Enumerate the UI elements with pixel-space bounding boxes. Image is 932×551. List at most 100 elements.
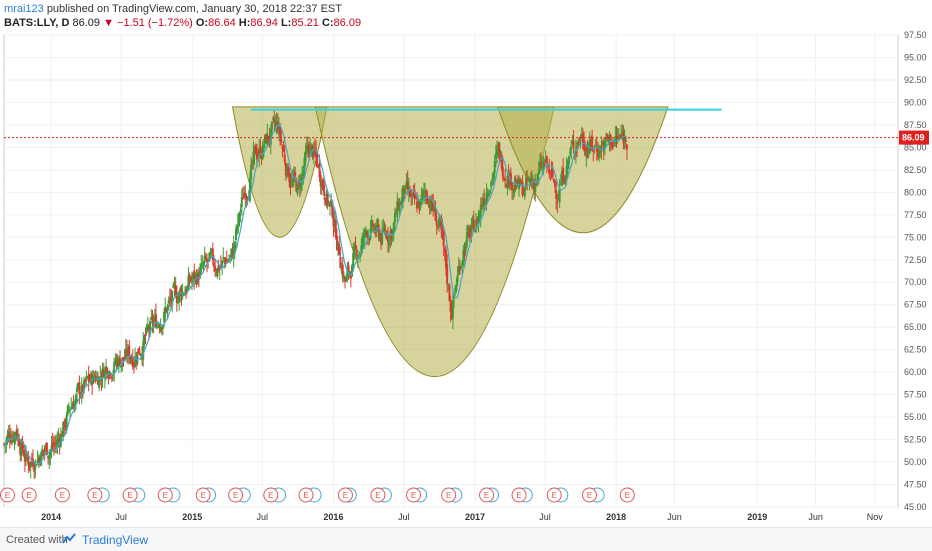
candle-body xyxy=(192,273,195,279)
candle-body xyxy=(482,201,485,207)
candle-body xyxy=(44,445,47,450)
candle-body xyxy=(174,285,177,297)
candle-body xyxy=(446,264,449,284)
candle-body xyxy=(606,134,609,139)
candle-body xyxy=(338,244,341,255)
candle-body xyxy=(337,241,340,248)
candle-body xyxy=(577,141,580,146)
candle-body xyxy=(7,431,10,438)
candle-body xyxy=(353,246,356,257)
candle-body xyxy=(367,235,370,238)
candle-body xyxy=(95,376,98,380)
candle-body xyxy=(425,190,428,198)
earnings-badge-icon xyxy=(405,487,421,503)
x-tick-label: Jun xyxy=(808,512,823,522)
candle-body xyxy=(279,126,282,137)
candle-body xyxy=(221,260,224,266)
candle-body xyxy=(142,341,145,360)
price-chart[interactable]: 97.50 95.00 92.50 90.00 87.50 85.00 82.50 80.00… xyxy=(0,0,932,527)
candle-body xyxy=(479,204,482,217)
candle-body xyxy=(555,190,558,200)
candle-body xyxy=(106,368,109,375)
candle-body xyxy=(270,121,273,130)
candle-body xyxy=(299,178,302,191)
candle-body xyxy=(444,249,447,268)
candle-body xyxy=(117,358,120,366)
candle-body xyxy=(25,453,28,460)
candle-body xyxy=(556,202,559,204)
earnings-badge-label: E xyxy=(233,491,238,500)
candle-body xyxy=(229,255,232,257)
candle-body xyxy=(159,325,162,331)
candle-body xyxy=(566,160,569,170)
candle-body xyxy=(11,438,14,443)
candle-body xyxy=(204,257,207,259)
candle-body xyxy=(432,202,435,212)
candle-body xyxy=(344,276,347,282)
candle-body xyxy=(26,457,29,459)
candle-body xyxy=(348,272,351,274)
candle-body xyxy=(236,226,239,231)
candle-body xyxy=(370,220,373,228)
candle-body xyxy=(139,354,142,356)
candle-body xyxy=(9,438,12,443)
candle-body xyxy=(402,185,405,201)
candle-body xyxy=(66,405,69,415)
y-tick-label: 87.50 xyxy=(904,120,927,130)
candle-body xyxy=(399,203,402,205)
candle-body xyxy=(96,376,99,385)
candle-body xyxy=(449,299,452,312)
candle-body xyxy=(500,154,503,169)
candle-body xyxy=(151,315,154,324)
earnings-badge-icon xyxy=(511,487,527,503)
candle-body xyxy=(289,179,292,188)
candle-body xyxy=(93,376,96,378)
candle-body xyxy=(507,174,510,185)
candle-body xyxy=(603,140,606,150)
candle-body xyxy=(505,184,508,187)
candle-body xyxy=(137,348,140,354)
candle-body xyxy=(591,137,594,149)
candle-body xyxy=(268,136,271,142)
candle-body xyxy=(102,369,105,378)
candle-body xyxy=(34,461,37,469)
candle-body xyxy=(515,179,518,188)
candle-body xyxy=(380,234,383,244)
candle-body xyxy=(428,204,431,209)
candle-body xyxy=(530,177,533,184)
candle-body xyxy=(260,155,263,159)
tradingview-brand-link[interactable]: TradingView xyxy=(82,533,149,547)
author-link[interactable]: mrai123 xyxy=(4,3,44,15)
earnings-badge-icon xyxy=(0,487,15,503)
earnings-badge-icon xyxy=(441,487,457,503)
earnings-badge-icon xyxy=(619,487,635,503)
x-tick-label: Jul xyxy=(539,512,551,522)
candle-body xyxy=(258,148,261,158)
symbol-label[interactable]: BATS:LLY, D xyxy=(4,17,70,29)
tradingview-logo-icon[interactable] xyxy=(62,533,76,545)
candle-body xyxy=(232,245,235,258)
candle-body xyxy=(324,198,327,206)
x-tick-label: 2016 xyxy=(323,512,343,522)
candle-body xyxy=(414,197,417,200)
candle-body xyxy=(538,162,541,169)
candle-body xyxy=(70,407,73,409)
close-value: 86.09 xyxy=(333,17,362,29)
x-tick-label: 2014 xyxy=(41,512,61,522)
candle-body xyxy=(426,197,429,204)
candle-body xyxy=(187,275,190,291)
candle-body xyxy=(57,437,60,440)
candle-body xyxy=(607,139,610,141)
candle-body xyxy=(47,456,50,459)
candle-body xyxy=(211,248,214,261)
candle-body xyxy=(506,176,509,189)
candle-body xyxy=(461,262,464,265)
candle-body xyxy=(116,358,119,367)
candle-body xyxy=(21,440,24,448)
candle-body xyxy=(563,177,566,184)
candle-body xyxy=(190,280,193,282)
candle-body xyxy=(238,214,241,218)
candle-body xyxy=(160,328,163,330)
y-tick-label: 47.50 xyxy=(904,480,927,490)
candle-body xyxy=(290,180,293,185)
